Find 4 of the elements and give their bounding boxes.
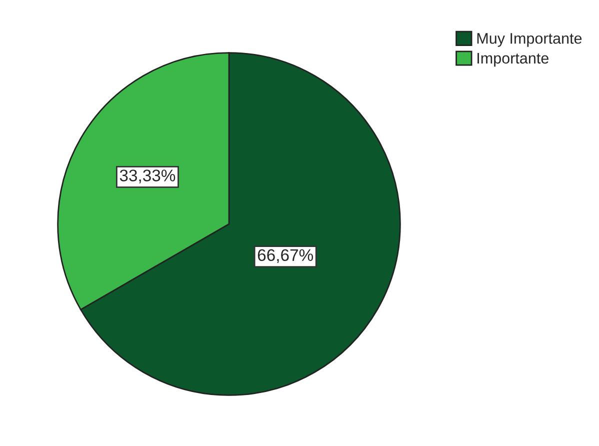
legend-label: Importante <box>478 52 548 67</box>
data-label: 66,67% <box>258 249 314 263</box>
data-label: 33,33% <box>120 170 176 184</box>
legend-label: Muy Importante <box>477 33 582 47</box>
